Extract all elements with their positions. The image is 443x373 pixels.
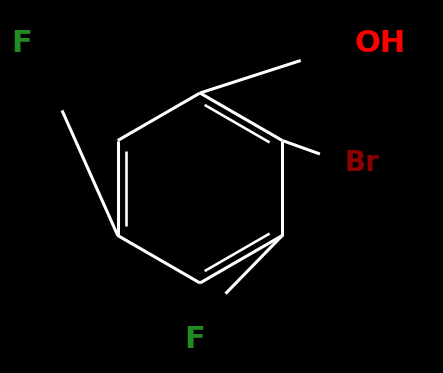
Text: OH: OH xyxy=(355,28,406,57)
Text: F: F xyxy=(11,28,32,57)
Text: F: F xyxy=(185,325,206,354)
Text: Br: Br xyxy=(345,149,380,177)
